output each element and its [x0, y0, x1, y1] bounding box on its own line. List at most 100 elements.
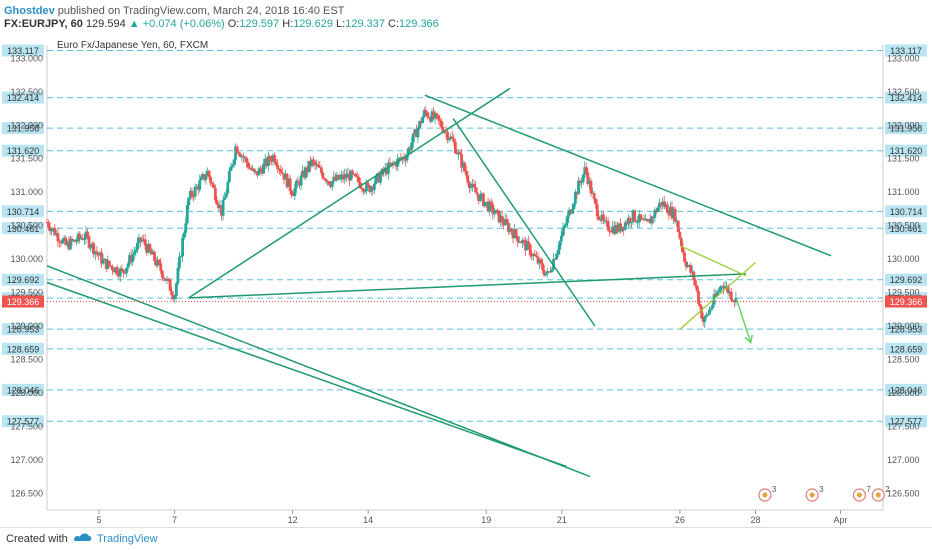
trendline[interactable]	[188, 273, 747, 299]
candle-bull	[704, 315, 708, 317]
candle-bear	[95, 251, 99, 254]
candle-bear	[502, 222, 506, 226]
y-tick-label-right: 127.500	[887, 421, 920, 431]
candlesticks	[45, 106, 738, 328]
candle-bear	[731, 299, 735, 302]
candle-bull	[405, 154, 409, 161]
candle-bear	[586, 172, 590, 184]
candle-bull	[340, 174, 343, 178]
candle-bull	[140, 239, 144, 242]
candle-bull	[720, 286, 724, 288]
candle-bear	[511, 232, 515, 239]
plot-area[interactable]	[47, 45, 883, 510]
candle-bear	[697, 291, 700, 304]
trendline[interactable]	[452, 118, 596, 327]
candle-bear	[453, 141, 457, 154]
level-label-left: 129.692	[7, 275, 40, 285]
candle-bear	[371, 186, 375, 190]
candle-bear	[337, 174, 340, 180]
candle-bear	[651, 216, 655, 218]
forecast-arrow[interactable]	[735, 299, 753, 345]
tradingview-brand-link[interactable]: TradingView	[97, 533, 158, 545]
candle-bull	[611, 226, 615, 232]
candle-bull	[588, 180, 591, 184]
candle-bull	[564, 223, 568, 226]
tradingview-logo-icon[interactable]	[73, 531, 93, 545]
candle-bear	[237, 152, 241, 155]
candle-bull	[421, 117, 425, 124]
trendline[interactable]	[46, 265, 591, 478]
forecast-arrow-shaft[interactable]	[735, 299, 752, 343]
candle-bear	[377, 173, 381, 183]
candle-bull	[179, 256, 183, 258]
candle-bear	[616, 225, 619, 232]
forecast-arrow-head-icon[interactable]	[744, 334, 753, 345]
candle-bear	[519, 242, 523, 244]
author-link[interactable]: Ghostdev	[4, 5, 55, 17]
candle-bear	[45, 222, 49, 224]
candle-bull	[294, 180, 298, 188]
candle-bull	[433, 113, 437, 119]
candle-bear	[408, 147, 412, 150]
candle-bear	[327, 181, 331, 185]
candle-bear	[318, 166, 322, 168]
y-tick-label-right: 129.500	[887, 288, 920, 298]
candle-bear	[142, 239, 146, 241]
candle-bull	[326, 181, 329, 183]
candle-bull	[257, 168, 261, 176]
candle-bear	[360, 188, 364, 190]
candle-bear	[368, 185, 372, 192]
candle-bear	[47, 222, 50, 228]
candle-bear	[217, 204, 220, 208]
candle-bull	[79, 238, 83, 240]
candle-bear	[452, 138, 456, 142]
candle-bear	[527, 241, 531, 245]
level-label-bg-right	[885, 44, 927, 57]
triangle-line[interactable]	[679, 261, 756, 330]
candle-bull	[488, 201, 492, 212]
candle-bear	[362, 188, 365, 192]
triangle-line[interactable]	[679, 245, 747, 277]
candle-bull	[728, 291, 732, 294]
footer: Created with TradingView	[0, 528, 932, 550]
candle-bear	[575, 192, 579, 195]
candle-bull	[661, 201, 665, 206]
close-label: C:	[388, 18, 400, 30]
y-tick-label-right: 131.500	[887, 154, 920, 164]
candle-bull	[706, 314, 710, 316]
candle-bear	[522, 240, 526, 242]
level-label-bg-right	[885, 222, 927, 235]
candle-bear	[450, 136, 454, 139]
candle-bear	[220, 205, 223, 216]
candle-bear	[505, 219, 509, 223]
trendline[interactable]	[46, 281, 567, 468]
candle-bull	[396, 158, 400, 167]
candle-bull	[581, 174, 585, 182]
candle-bull	[221, 199, 225, 216]
candle-bear	[436, 115, 440, 120]
candle-bear	[693, 280, 697, 286]
candle-bear	[319, 167, 323, 173]
candle-bull	[315, 164, 319, 166]
x-tick-label: 14	[363, 515, 373, 525]
candle-bull	[114, 267, 117, 273]
candle-bear	[698, 303, 702, 307]
candle-bear	[123, 272, 127, 274]
candle-bull	[517, 242, 521, 244]
candle-bear	[265, 158, 269, 167]
candle-bear	[424, 110, 428, 113]
event-badges[interactable]: 3 3 7 2	[758, 485, 890, 502]
candle-bear	[648, 219, 652, 224]
candle-bull	[68, 238, 72, 250]
level-label-bg-left	[2, 205, 44, 218]
candle-bear	[145, 245, 149, 253]
price-chart[interactable]: Euro Fx/Japanese Yen, 60, FXCM 133.117 13…	[0, 0, 932, 528]
candle-bear	[497, 210, 501, 223]
trendlines[interactable]	[46, 87, 832, 478]
candle-bear	[120, 268, 124, 270]
trendline[interactable]	[424, 94, 832, 257]
triangle-pattern[interactable]	[679, 245, 756, 330]
level-label-bg-left	[2, 144, 44, 157]
level-label-left: 130.461	[7, 224, 40, 234]
candle-bull	[656, 207, 660, 213]
